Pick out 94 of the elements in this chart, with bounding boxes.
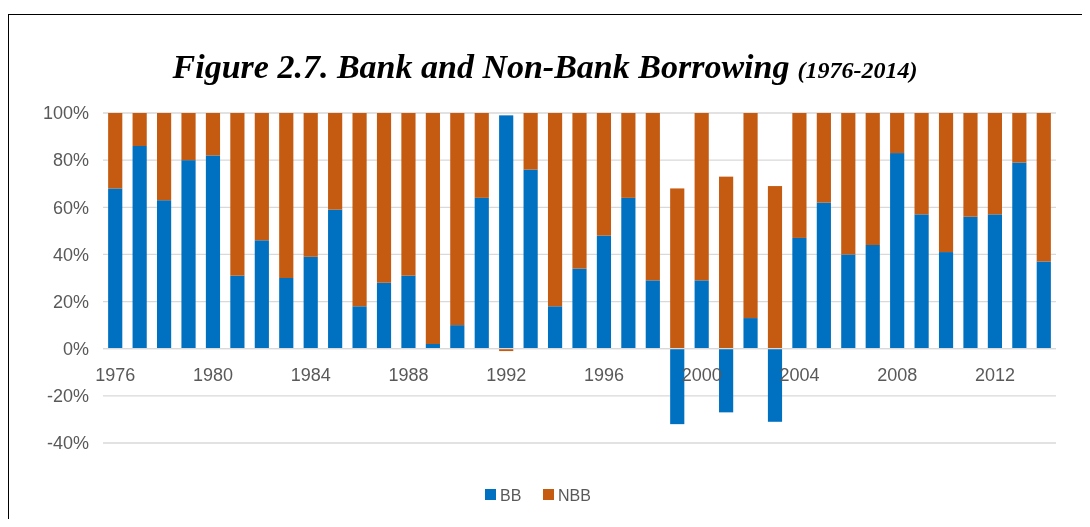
x-tick-label: 2008 [877, 364, 918, 385]
bar [108, 113, 123, 189]
bar [523, 169, 538, 349]
bar [132, 146, 147, 349]
bar [499, 115, 514, 349]
bar [914, 214, 929, 349]
bar [938, 252, 954, 349]
bar [865, 245, 880, 349]
bar [841, 254, 856, 349]
bar [401, 275, 416, 349]
bar [474, 197, 489, 349]
bar [719, 348, 734, 413]
bar [596, 235, 612, 349]
bar [987, 113, 1002, 215]
bar [572, 113, 587, 269]
bar [157, 200, 172, 349]
bar [108, 188, 123, 349]
bar [450, 113, 465, 326]
bar [181, 113, 196, 161]
bar [816, 113, 831, 203]
x-tick-label: 2012 [974, 364, 1015, 385]
bar [816, 202, 831, 349]
bar [450, 325, 465, 349]
bar [865, 113, 880, 245]
bar [645, 113, 660, 281]
bar [547, 113, 563, 307]
bar [254, 240, 269, 349]
bar [425, 113, 440, 344]
y-tick-label: -20% [46, 386, 89, 407]
bar [792, 113, 807, 238]
bar [547, 306, 563, 349]
bar [328, 209, 343, 349]
y-tick-label: -40% [46, 433, 89, 454]
bar [914, 113, 929, 215]
bar [670, 188, 685, 349]
bar [743, 113, 758, 319]
bar [1012, 162, 1027, 349]
bar [279, 113, 294, 278]
bar [987, 214, 1002, 349]
bar [328, 113, 343, 210]
bar [938, 113, 954, 253]
bar [205, 113, 221, 156]
bar [596, 113, 612, 236]
y-tick-label: 0% [62, 339, 89, 360]
x-tick-label: 1980 [192, 364, 233, 385]
bar [352, 306, 367, 349]
x-tick-label: 1996 [583, 364, 624, 385]
chart-title: Figure 2.7. Bank and Non-Bank Borrowing [171, 48, 790, 85]
bar [1036, 261, 1051, 349]
bar [572, 268, 587, 349]
bar [303, 256, 318, 349]
chart-subtitle: (1976-2014) [797, 57, 918, 83]
bar [963, 113, 978, 217]
bar [841, 113, 856, 255]
bar [352, 113, 367, 307]
bar [719, 176, 734, 349]
x-tick-label: 1984 [290, 364, 331, 385]
bar [230, 275, 245, 349]
bar [767, 186, 783, 349]
bar [230, 113, 245, 276]
y-tick-label: 40% [52, 244, 89, 265]
bar [1012, 113, 1027, 163]
bar [474, 113, 489, 198]
bar [157, 113, 172, 201]
bar [132, 113, 147, 146]
bar [279, 278, 294, 349]
bar [890, 113, 905, 154]
bar [792, 237, 807, 349]
bar [743, 318, 758, 349]
bar [254, 113, 269, 241]
legend-label: NBB [558, 486, 591, 504]
x-tick-label: 1992 [486, 364, 527, 385]
bar [890, 153, 905, 349]
bar [621, 197, 636, 349]
legend-label: BB [500, 486, 522, 504]
bar [963, 216, 978, 349]
x-tick-label: 1988 [388, 364, 429, 385]
bar [694, 280, 709, 349]
y-tick-label: 100% [42, 103, 89, 124]
bar [645, 280, 660, 349]
y-tick-label: 80% [52, 150, 89, 171]
bar [1036, 113, 1051, 262]
bar [181, 160, 196, 349]
y-tick-label: 60% [52, 197, 89, 218]
bar [303, 113, 318, 257]
bar [694, 113, 709, 281]
bar [376, 282, 392, 349]
bar [376, 113, 392, 283]
bar [621, 113, 636, 198]
bar [523, 113, 538, 170]
y-tick-label: 20% [52, 291, 89, 312]
bar [205, 155, 221, 349]
x-tick-label: 1976 [95, 364, 136, 385]
bar [401, 113, 416, 276]
